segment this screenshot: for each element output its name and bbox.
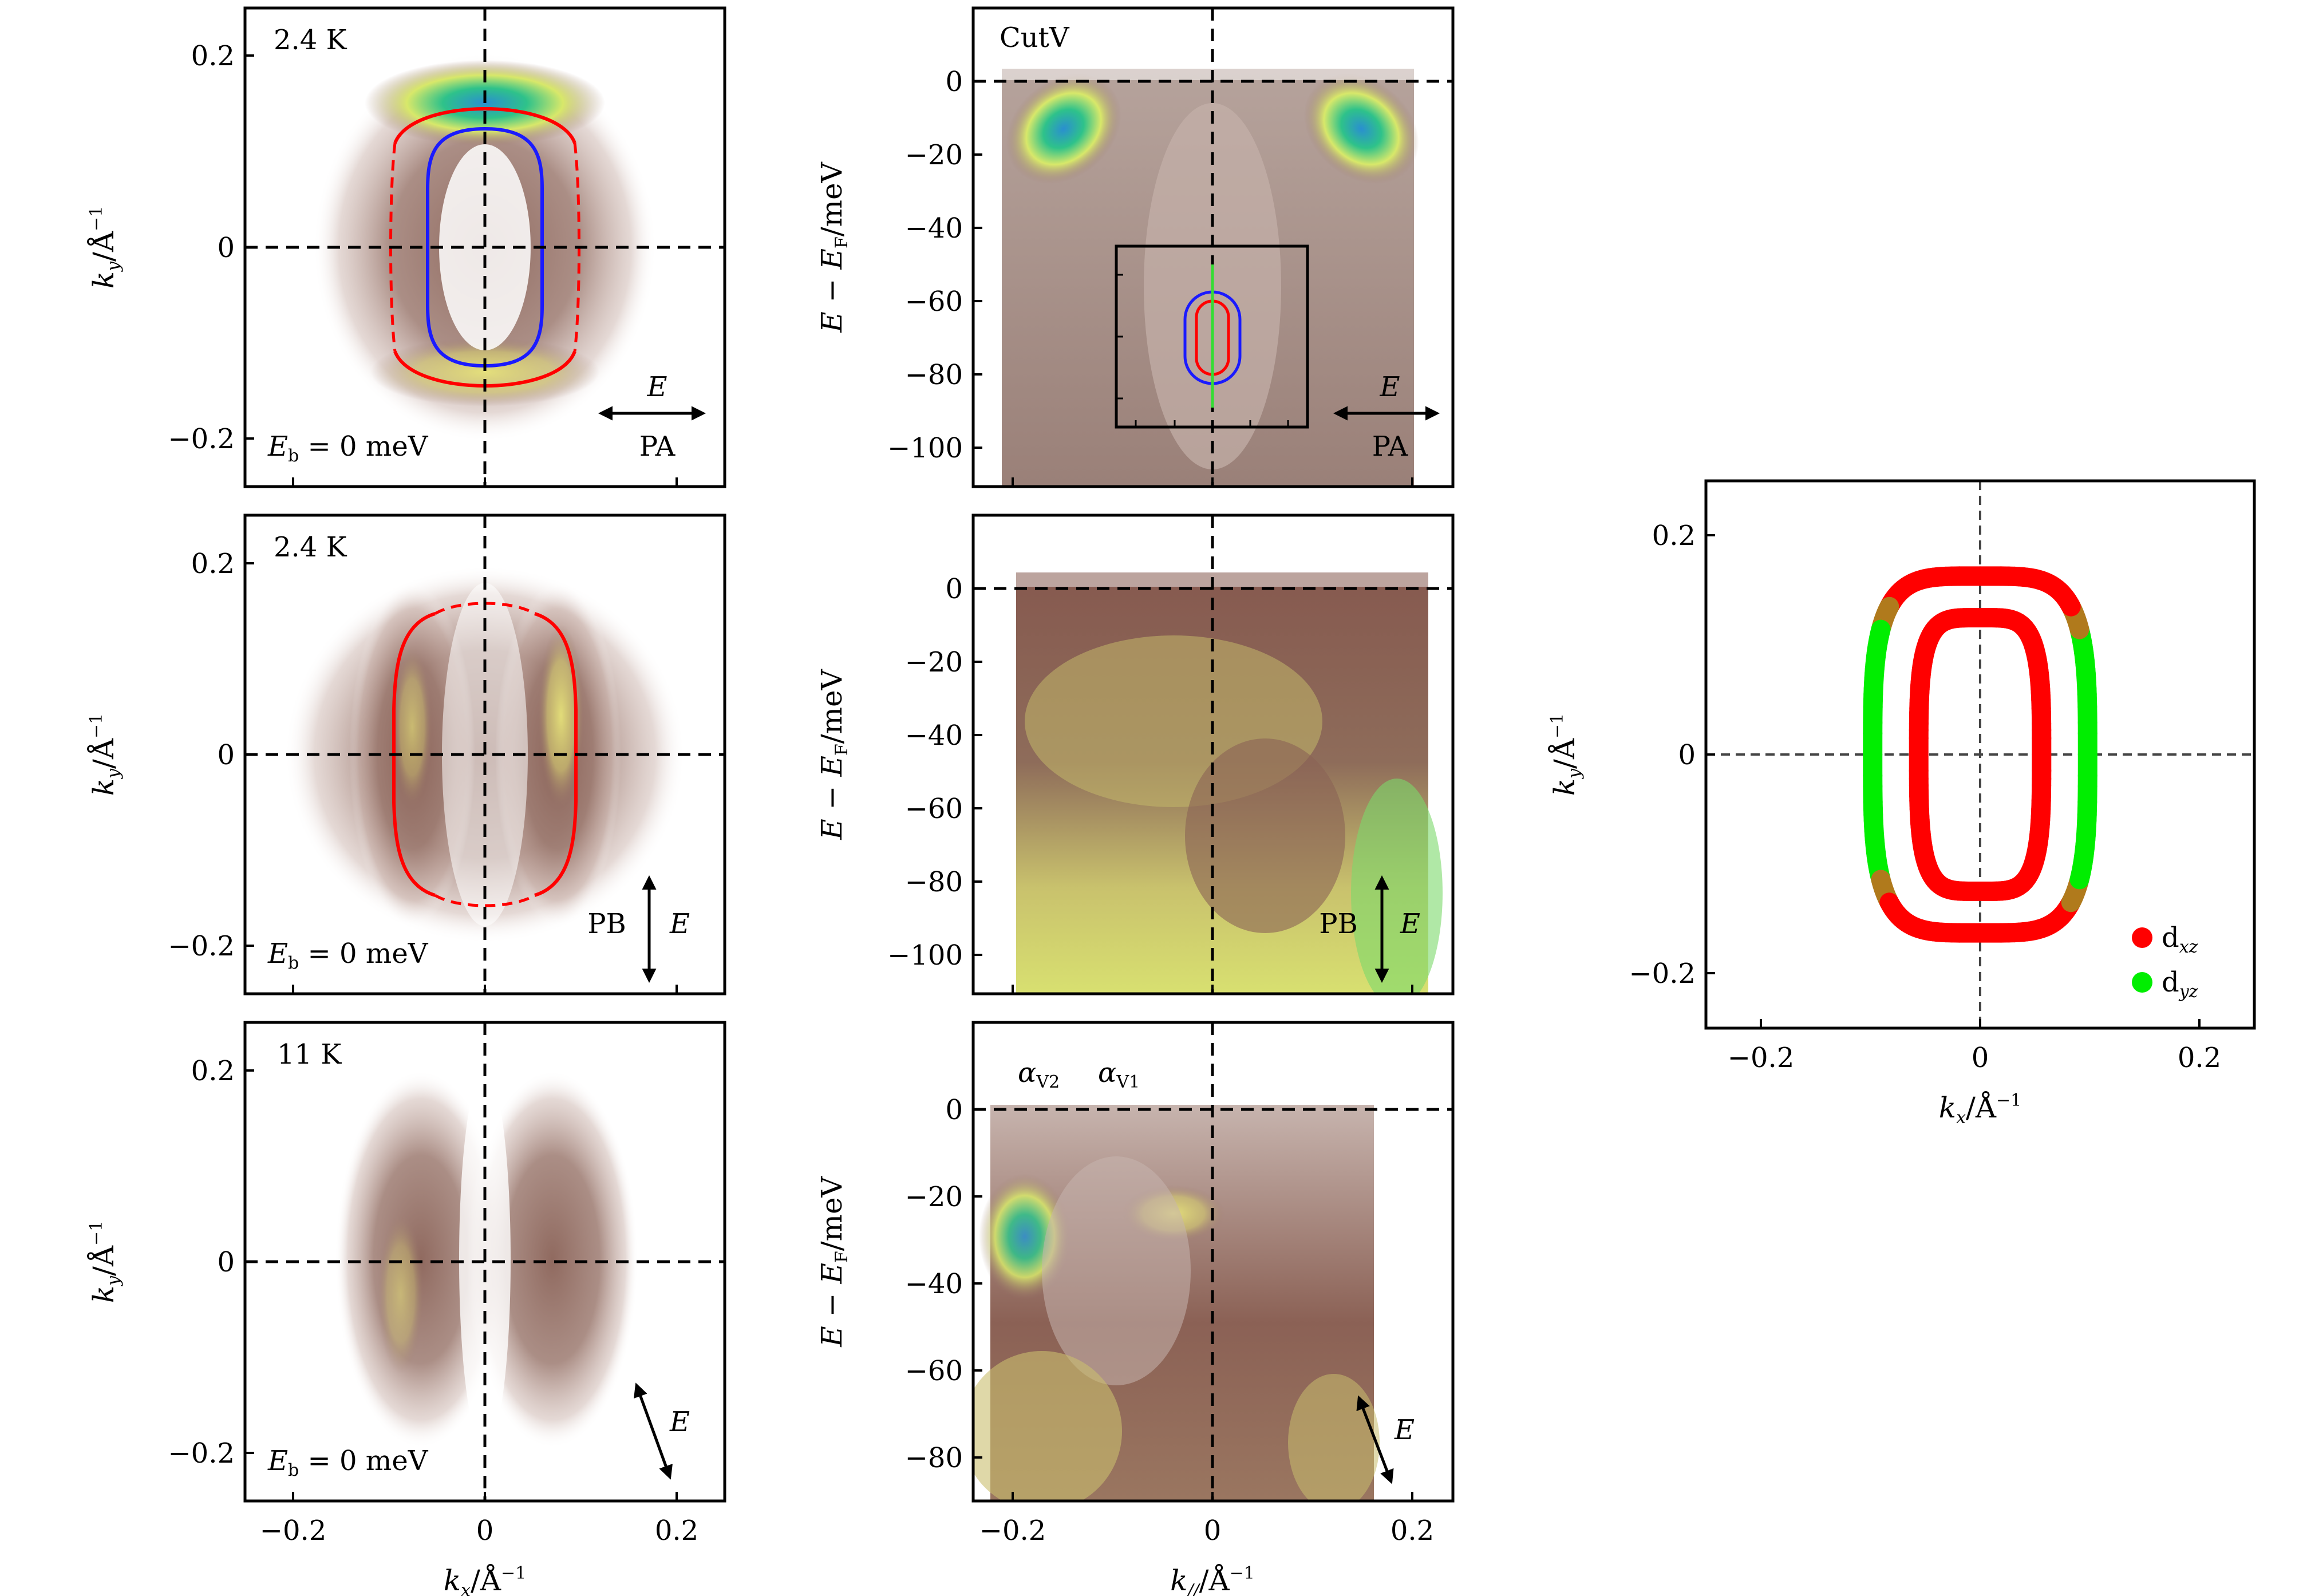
cut-pb-ticks	[973, 587, 1413, 994]
fs-pb-field: E	[669, 908, 690, 940]
fs-11k-ylabel: ky/Å−1	[86, 1220, 124, 1303]
fs-pb-red-bottom-dash	[434, 894, 536, 907]
legend-dyz-label: dyz	[2162, 966, 2198, 1002]
cut-pa-ytick-3: −60	[905, 286, 963, 318]
fs-pa-ticks	[245, 54, 678, 487]
fs-11k-eb: Eb = 0 meV	[267, 1445, 429, 1480]
panel-cut-11k: 0 −20 −40 −60 −80 −0.2 0 0.2 αV2 αV1 E E…	[815, 1021, 1455, 1596]
orbital-xtick-0: −0.2	[1728, 1042, 1795, 1074]
cut-pb-ytick-4: −80	[905, 866, 963, 898]
panel-cut-pa: 0 −20 −40 −60 −80 −100 CutV E PA E − EF/…	[815, 6, 1455, 488]
fs-pb-ylabel: ky/Å−1	[86, 713, 124, 796]
cut-11k-ylabel: E − EF/meV	[815, 1176, 852, 1347]
fs-pb-temp: 2.4 K	[274, 531, 347, 563]
cut-11k-xtick-0: −0.2	[979, 1515, 1046, 1547]
cut-pb-ytick-5: −100	[887, 939, 963, 971]
fs-pb-ticks	[245, 562, 678, 994]
cut-pb-pol: PB	[1319, 908, 1358, 940]
fs-pb-pol: PB	[587, 908, 626, 940]
fs-11k-ytick-1: 0	[217, 1246, 235, 1278]
cut-pa-ytick-1: −20	[905, 139, 963, 171]
fs-11k-xtick-1: 0	[476, 1515, 494, 1547]
fs-pa-temp: 2.4 K	[274, 24, 347, 56]
cut-pa-ticks	[973, 80, 1413, 487]
orbital-xtick-2: 0.2	[2178, 1042, 2221, 1074]
cut-11k-intensity	[973, 1105, 1380, 1501]
orbital-xlabel: kx/Å−1	[1939, 1091, 2021, 1128]
fs-11k-ytick-2: −0.2	[168, 1437, 235, 1469]
orbital-ytick-0: 0.2	[1652, 520, 1696, 552]
cut-pb-ytick-3: −60	[905, 793, 963, 825]
panel-fs-pa: 0.2 0 −0.2 2.4 K Eb = 0 meV E PA ky/Å−1	[86, 6, 726, 488]
cut-pa-cutv: CutV	[1000, 22, 1070, 54]
legend-dyz-marker	[2132, 972, 2152, 993]
fs-11k-xlabel: kx/Å−1	[444, 1563, 526, 1596]
cut-pa-ylabel: E − EF/meV	[815, 161, 852, 333]
fs-11k-ticks	[245, 1069, 678, 1501]
fs-pa-red-top-arc	[393, 107, 576, 144]
cut-11k-av1: αV1	[1098, 1057, 1140, 1092]
cut-11k-ytick-0: 0	[945, 1094, 963, 1126]
cut-11k-ytick-3: −60	[905, 1355, 963, 1387]
fs-11k-arrow	[634, 1382, 673, 1480]
cut-pb-ytick-2: −40	[905, 720, 963, 752]
fs-pb-ytick-0: 0.2	[191, 548, 235, 580]
fs-pa-field: E	[646, 371, 667, 403]
fs-pb-eb: Eb = 0 meV	[267, 938, 429, 973]
orbital-contours	[1863, 566, 2097, 943]
cut-pa-inset	[1115, 244, 1309, 429]
cut-pa-ytick-5: −100	[887, 432, 963, 464]
fs-pb-red-top-dash	[434, 602, 536, 615]
orbital-xtick-1: 0	[1972, 1042, 1989, 1074]
legend-dxz-marker	[2132, 927, 2152, 948]
cut-11k-arrow	[1356, 1395, 1394, 1484]
panel-orbital: 0.2 0 −0.2 −0.2 0 0.2 dxz dyz ky/Å−1 kx/…	[1547, 479, 2256, 1128]
cut-pb-ytick-1: −20	[905, 646, 963, 678]
cut-11k-ticks	[973, 1108, 1413, 1501]
orbital-ylabel: ky/Å−1	[1547, 713, 1585, 796]
orbital-ytick-2: −0.2	[1629, 958, 1696, 990]
fs-11k-xtick-2: 0.2	[655, 1515, 698, 1547]
cut-pb-field: E	[1400, 908, 1420, 940]
fs-11k-field: E	[669, 1406, 690, 1438]
fs-pa-ytick-0: 0.2	[191, 40, 235, 72]
fs-11k-intensity	[335, 1070, 638, 1448]
fs-pa-eb: Eb = 0 meV	[267, 430, 429, 466]
cut-pb-ytick-0: 0	[945, 573, 963, 605]
cut-pa-ytick-2: −40	[905, 212, 963, 244]
fs-11k-xtick-0: −0.2	[260, 1515, 327, 1547]
fs-pa-ytick-2: −0.2	[168, 423, 235, 455]
legend-dxz-label: dxz	[2162, 922, 2198, 957]
fs-pa-pol: PA	[639, 430, 676, 463]
cut-pa-ytick-4: −80	[905, 359, 963, 391]
cut-pa-field: E	[1379, 371, 1400, 403]
fs-pa-intensity	[313, 53, 657, 442]
fs-pa-ytick-1: 0	[217, 232, 235, 264]
fs-pb-ytick-1: 0	[217, 739, 235, 771]
orbital-ticks	[1706, 534, 2201, 1028]
cut-pa-ytick-0: 0	[945, 66, 963, 98]
cut-pb-ylabel: E − EF/meV	[815, 669, 852, 840]
orbital-legend: dxz dyz	[2132, 922, 2198, 1002]
panel-cut-pb: 0 −20 −40 −60 −80 −100 PB E E − EF/meV	[815, 513, 1455, 995]
cut-pa-pol: PA	[1372, 430, 1409, 463]
panel-fs-pb: 0.2 0 −0.2 2.4 K Eb = 0 meV PB E ky/Å−1	[86, 513, 726, 995]
cut-11k-av2: αV2	[1018, 1057, 1060, 1092]
fs-pa-ylabel: ky/Å−1	[86, 206, 124, 289]
cut-pb-intensity	[1016, 564, 1443, 994]
fs-pb-ytick-2: −0.2	[168, 930, 235, 962]
cut-11k-xtick-2: 0.2	[1391, 1515, 1434, 1547]
cut-11k-ytick-1: −20	[905, 1181, 963, 1213]
fs-11k-temp: 11 K	[277, 1038, 342, 1070]
fs-11k-ytick-0: 0.2	[191, 1055, 235, 1087]
cut-11k-xlabel: k///Å−1	[1170, 1563, 1255, 1596]
cut-11k-xtick-1: 0	[1204, 1515, 1222, 1547]
orbital-ytick-1: 0	[1678, 739, 1696, 771]
cut-11k-ytick-4: −80	[905, 1442, 963, 1474]
cut-11k-ytick-2: −40	[905, 1268, 963, 1300]
panel-fs-11k: 0.2 0 −0.2 −0.2 0 0.2 11 K Eb = 0 meV E …	[86, 1021, 726, 1596]
cut-11k-field: E	[1394, 1414, 1415, 1446]
